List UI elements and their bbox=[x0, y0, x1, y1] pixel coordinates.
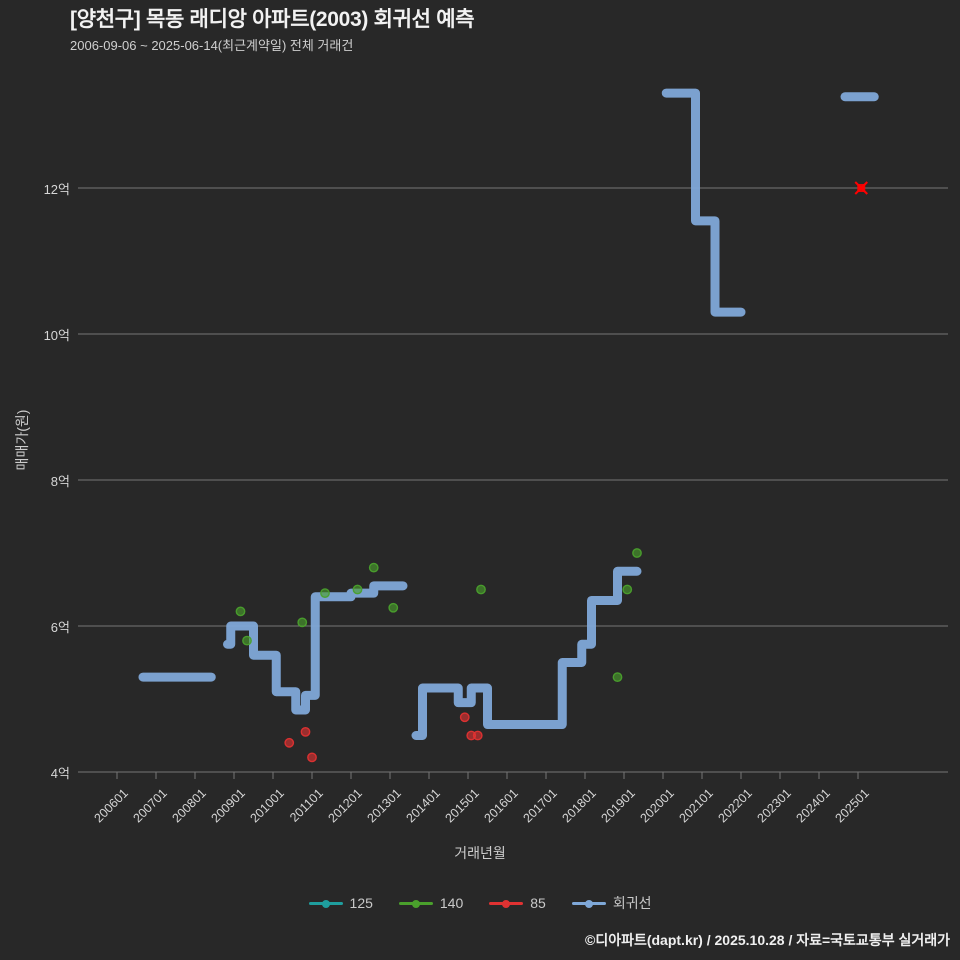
chart-subtitle: 2006-09-06 ~ 2025-06-14(최근계약일) 전체 거래건 bbox=[70, 38, 354, 53]
scatter-point-140 bbox=[612, 672, 623, 682]
legend-swatch-icon bbox=[308, 898, 343, 909]
legend-item-85[interactable]: 85 bbox=[489, 895, 546, 911]
legend-swatch-icon bbox=[398, 898, 433, 909]
page-title: [양천구] 목동 래디앙 아파트(2003) 회귀선 예측 bbox=[70, 8, 475, 31]
scatter-point-140 bbox=[622, 584, 633, 595]
scatter-point-140 bbox=[235, 606, 246, 617]
legend-label: 125 bbox=[349, 895, 373, 911]
scatter-point-85 bbox=[307, 752, 317, 763]
y-tick-label: 6억 bbox=[50, 620, 70, 635]
scatter-point-140 bbox=[320, 588, 330, 599]
regression-line-segment bbox=[411, 566, 642, 740]
footer-credit: ©디아파트(dapt.kr) / 2025.10.28 / 자료=국토교통부 실… bbox=[585, 932, 950, 948]
legend-item-회귀선[interactable]: 회귀선 bbox=[571, 893, 652, 913]
y-tick-label: 8억 bbox=[50, 474, 70, 489]
y-tick-label: 12억 bbox=[43, 182, 70, 197]
scatter-point-140 bbox=[242, 635, 252, 646]
scatter-point-85 bbox=[300, 726, 311, 737]
scatter-point-140 bbox=[297, 617, 308, 628]
legend-label: 85 bbox=[530, 895, 546, 911]
legend-swatch-icon bbox=[571, 898, 606, 909]
scatter-point-140 bbox=[476, 584, 486, 595]
prediction-marker-x-icon bbox=[854, 181, 868, 195]
scatter-point-140 bbox=[352, 584, 363, 595]
scatter-point-85 bbox=[284, 737, 295, 748]
legend-label: 회귀선 bbox=[612, 895, 652, 911]
legend-label: 140 bbox=[439, 895, 464, 911]
scatter-point-140 bbox=[632, 548, 642, 558]
legend-item-125[interactable]: 125 bbox=[308, 895, 373, 911]
y-axis-title: 매매가(원) bbox=[14, 409, 30, 471]
scatter-point-85 bbox=[472, 730, 483, 741]
legend-swatch-icon bbox=[489, 898, 524, 909]
regression-line-segment bbox=[223, 581, 408, 715]
y-tick-label: 10억 bbox=[43, 328, 70, 343]
chart-legend: 125 140 85 회귀선 bbox=[0, 893, 960, 913]
regression-line-segment bbox=[661, 88, 746, 317]
scatter-point-140 bbox=[368, 562, 379, 573]
legend-item-140[interactable]: 140 bbox=[398, 895, 464, 911]
x-axis-title: 거래년월 bbox=[454, 845, 506, 861]
chart-header: [양천구] 목동 래디앙 아파트(2003) 회귀선 예측 2006-09-06… bbox=[70, 6, 930, 56]
scatter-point-140 bbox=[388, 602, 399, 613]
y-tick-label: 4억 bbox=[50, 766, 70, 781]
scatter-point-85 bbox=[459, 712, 470, 723]
